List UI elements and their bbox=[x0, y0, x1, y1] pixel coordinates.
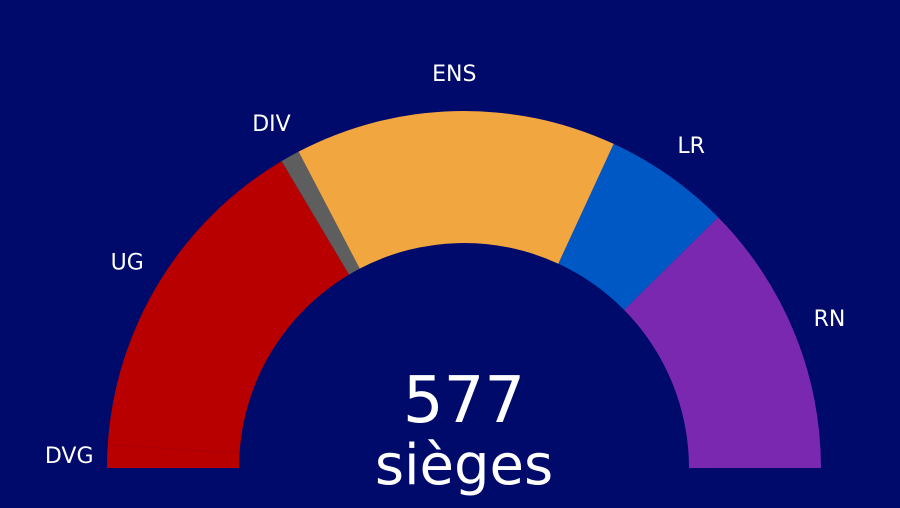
hemicycle-segments bbox=[107, 110, 822, 468]
segment-div bbox=[281, 151, 360, 275]
segment-rn bbox=[624, 217, 822, 468]
segment-ug bbox=[107, 161, 350, 454]
label-rn: RN bbox=[814, 307, 846, 332]
label-ens: ENS bbox=[432, 62, 476, 87]
label-div: DIV bbox=[252, 112, 290, 137]
segment-ens bbox=[298, 110, 614, 269]
segment-lr bbox=[558, 143, 719, 310]
party-labels: DVG UG DIV ENS LR RN bbox=[45, 62, 845, 469]
total-seats-value: 577 bbox=[403, 364, 525, 438]
segment-dvg bbox=[107, 444, 240, 468]
total-seats-unit: sièges bbox=[375, 433, 553, 498]
label-ug: UG bbox=[111, 251, 144, 276]
label-dvg: DVG bbox=[45, 444, 94, 469]
label-lr: LR bbox=[677, 134, 705, 159]
